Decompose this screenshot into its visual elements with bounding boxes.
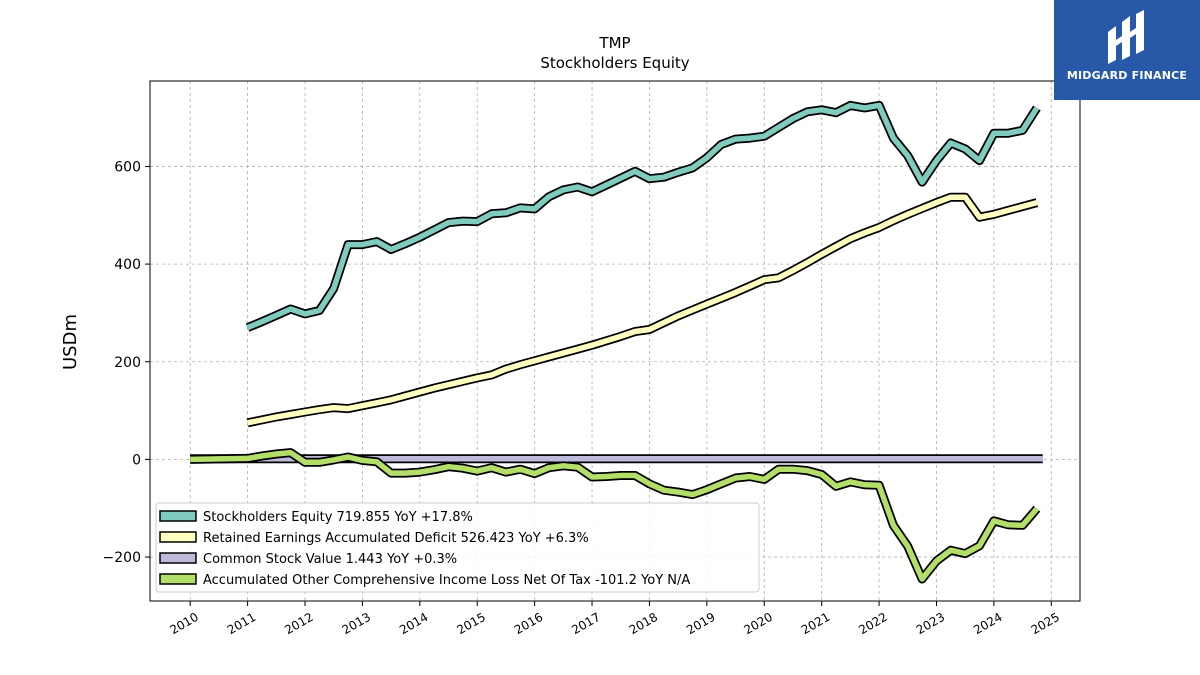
brand-mark-icon	[1108, 10, 1144, 64]
series-line-retained-earnings-accumulated-deficit	[247, 194, 1038, 426]
y-tick-label: −200	[103, 550, 141, 566]
y-tick-label: 200	[114, 355, 141, 371]
brand-name: MIDGARD FINANCE	[1066, 69, 1188, 82]
series-outline-stockholders-equity	[245, 100, 1041, 332]
x-tick-label: 2019	[684, 610, 717, 637]
legend-swatch	[159, 531, 197, 543]
legend-swatch	[159, 573, 197, 585]
legend: Stockholders Equity 719.855 YoY +17.8% Re…	[155, 502, 760, 593]
y-tick-label: 0	[132, 452, 141, 468]
x-tick-label: 2021	[799, 610, 832, 637]
x-tick-label: 2024	[971, 610, 1004, 637]
x-tick-label: 2010	[167, 610, 200, 637]
x-tick-label: 2020	[742, 610, 775, 637]
y-tick-label: 600	[114, 159, 141, 175]
x-tick-label: 2012	[282, 610, 315, 637]
plot-frame	[149, 80, 1081, 602]
x-tick-label: 2016	[512, 610, 545, 637]
legend-label: Common Stock Value 1.443 YoY +0.3%	[203, 552, 457, 567]
grid	[150, 81, 1080, 601]
chart-subtitle: Stockholders Equity	[540, 54, 689, 72]
y-tick-label: 400	[114, 257, 141, 273]
brand-logo: MIDGARD FINANCE	[1054, 0, 1200, 100]
legend-swatch	[159, 552, 197, 564]
series-line-stockholders-equity	[246, 102, 1040, 331]
x-tick-label: 2013	[340, 610, 373, 637]
x-tick-label: 2017	[569, 610, 602, 637]
legend-label: Retained Earnings Accumulated Deficit 52…	[203, 531, 589, 546]
legend-label: Accumulated Other Comprehensive Income L…	[203, 573, 690, 588]
x-tick-label: 2018	[627, 610, 660, 637]
x-tick-label: 2011	[225, 610, 258, 637]
series-layer	[190, 100, 1043, 584]
x-tick-label: 2014	[397, 610, 430, 637]
legend-label: Stockholders Equity 719.855 YoY +17.8%	[203, 510, 473, 525]
legend-frame	[155, 502, 760, 593]
x-tick-label: 2023	[914, 610, 947, 637]
series-outline-retained-earnings-accumulated-deficit	[246, 192, 1039, 428]
x-tick-label: 2015	[454, 610, 487, 637]
x-tick-label: 2022	[856, 610, 889, 637]
legend-swatch	[159, 510, 197, 522]
y-axis-label: USDm	[60, 314, 81, 370]
chart-title: TMP	[598, 34, 630, 52]
series-line-accumulated-other-comprehensive-income-loss-net-of-tax	[190, 449, 1039, 582]
x-tick-label: 2025	[1029, 610, 1062, 637]
